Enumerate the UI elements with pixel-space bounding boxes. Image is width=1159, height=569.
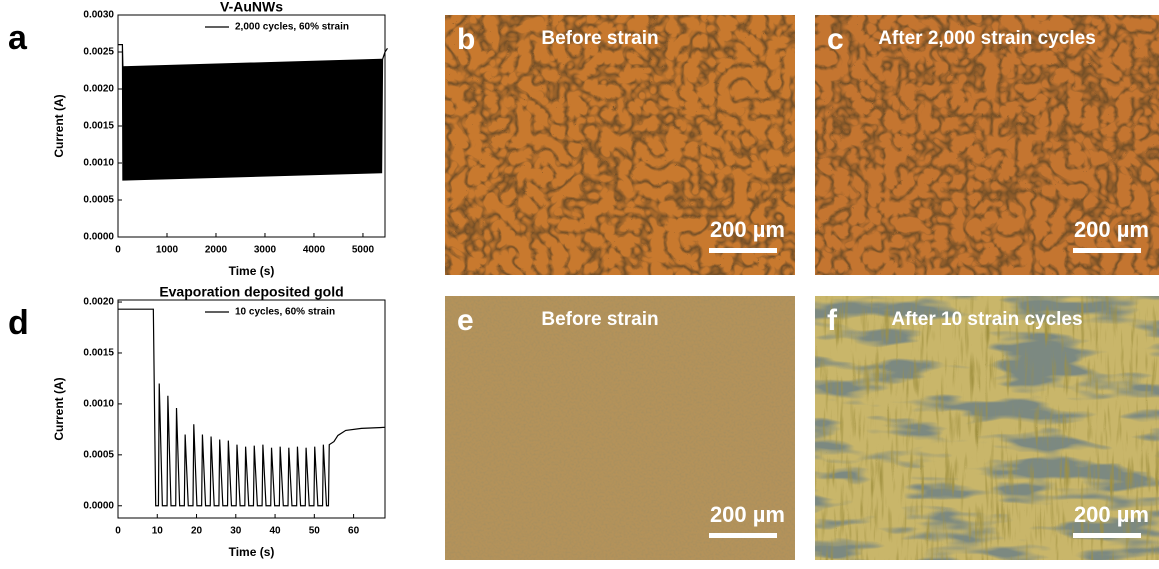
y-tick-label: 0.0015 (83, 348, 114, 359)
micrographs: b Before strain 200 µm c After 2,000 strain … (445, 15, 1159, 560)
chart-title: Evaporation deposited gold (159, 284, 343, 300)
panel-letter: a (8, 19, 28, 57)
image-caption: After 2,000 strain cycles (878, 28, 1096, 49)
x-tick-label: 0 (115, 245, 121, 256)
legend-label: 2,000 cycles, 60% strain (235, 22, 349, 33)
y-tick-label: 0.0015 (83, 121, 114, 132)
y-tick-label: 0.0020 (83, 297, 114, 308)
x-tick-label: 60 (348, 526, 360, 537)
image-caption: After 10 strain cycles (891, 309, 1082, 330)
x-tick-label: 5000 (352, 245, 375, 256)
scale-bar (1073, 533, 1141, 538)
image-caption: Before strain (541, 309, 658, 330)
x-tick-label: 4000 (303, 245, 326, 256)
x-tick-label: 30 (230, 526, 242, 537)
panel-letter: b (457, 23, 475, 56)
x-tick-label: 3000 (254, 245, 277, 256)
scale-label: 200 µm (1074, 502, 1149, 527)
image-caption: Before strain (541, 28, 658, 49)
y-axis-label: Current (A) (52, 377, 66, 440)
panel-letter: f (827, 304, 838, 337)
panel-letter: d (8, 304, 29, 342)
y-tick-label: 0.0000 (83, 232, 114, 243)
y-tick-label: 0.0000 (83, 500, 114, 511)
x-tick-label: 50 (309, 526, 321, 537)
current-line (118, 309, 385, 506)
x-tick-label: 40 (269, 526, 281, 537)
scale-bar (709, 533, 777, 538)
current-band (118, 45, 387, 180)
figure: b Before strain 200 µm c After 2,000 strain … (0, 0, 1159, 569)
x-tick-label: 10 (152, 526, 164, 537)
x-axis-label: Time (s) (229, 545, 275, 559)
scale-label: 200 µm (710, 217, 785, 242)
scale-label: 200 µm (710, 502, 785, 527)
panel-letter: c (827, 23, 844, 56)
x-axis-label: Time (s) (229, 264, 275, 278)
y-tick-label: 0.0010 (83, 399, 114, 410)
scale-bar (1073, 248, 1141, 253)
legend-label: 10 cycles, 60% strain (235, 307, 335, 318)
x-tick-label: 2000 (205, 245, 228, 256)
panel-letter: e (457, 304, 474, 337)
scale-bar (709, 248, 777, 253)
x-tick-label: 0 (115, 526, 121, 537)
y-tick-label: 0.0010 (83, 158, 114, 169)
y-tick-label: 0.0005 (83, 449, 114, 460)
y-tick-label: 0.0020 (83, 84, 114, 95)
scale-label: 200 µm (1074, 217, 1149, 242)
chart-title: V-AuNWs (220, 0, 283, 15)
x-tick-label: 1000 (156, 245, 179, 256)
y-tick-label: 0.0030 (83, 10, 114, 21)
x-tick-label: 20 (191, 526, 203, 537)
y-tick-label: 0.0025 (83, 47, 114, 58)
y-tick-label: 0.0005 (83, 195, 114, 206)
y-axis-label: Current (A) (52, 94, 66, 157)
